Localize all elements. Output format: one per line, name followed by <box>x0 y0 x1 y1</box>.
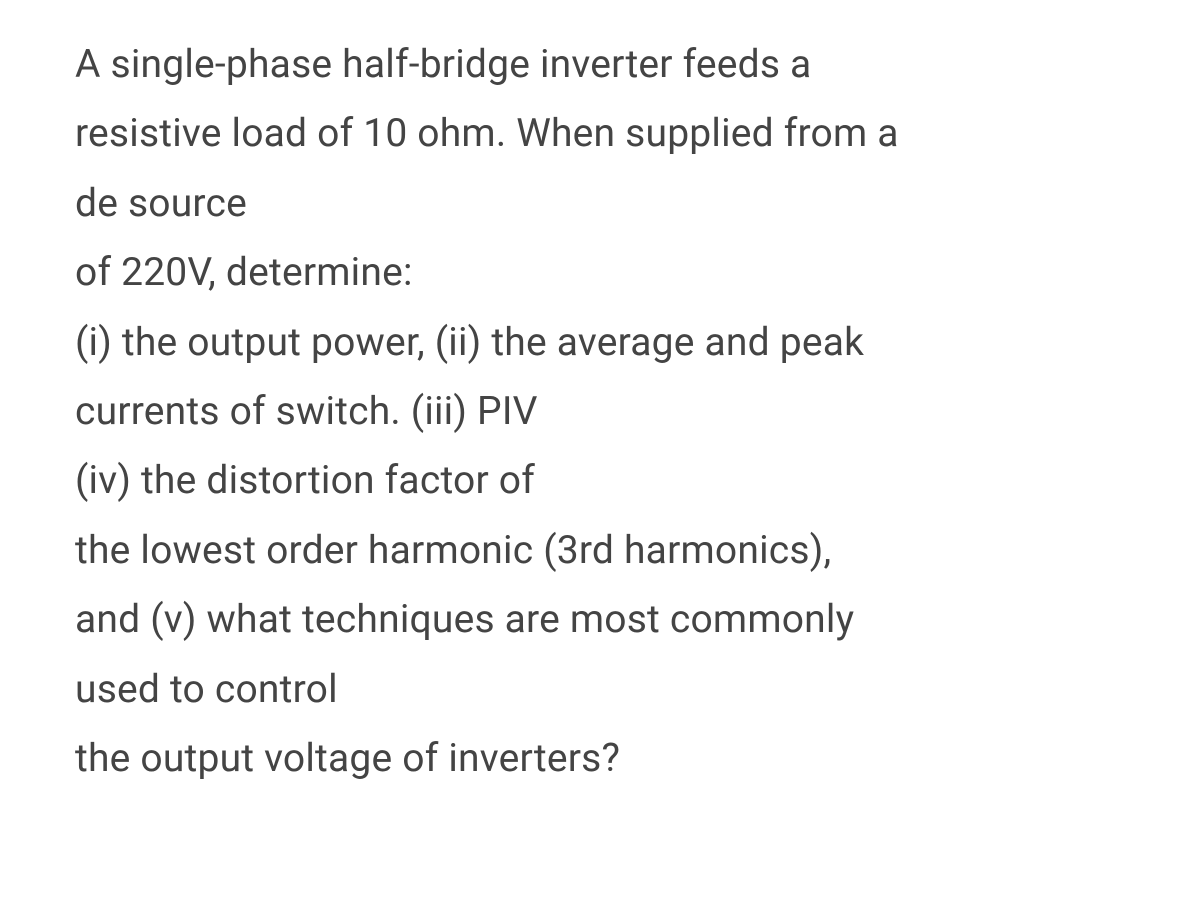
question-block: A single-phase half-bridge inverter feed… <box>75 30 1125 793</box>
question-line: resistive load of 10 ohm. When supplied … <box>75 99 1125 168</box>
question-line: the lowest order harmonic (3rd harmonics… <box>75 516 1125 585</box>
question-line: the output voltage of inverters? <box>75 724 1125 793</box>
question-line: A single-phase half-bridge inverter feed… <box>75 30 1125 99</box>
question-line: and (v) what techniques are most commonl… <box>75 585 1125 654</box>
question-line: used to control <box>75 655 1125 724</box>
question-line: (i) the output power, (ii) the average a… <box>75 308 1125 377</box>
question-line: (iv) the distortion factor of <box>75 446 1125 515</box>
question-line: currents of switch. (iii) PIV <box>75 377 1125 446</box>
question-line: de source <box>75 169 1125 238</box>
question-line: of 220V, determine: <box>75 238 1125 307</box>
